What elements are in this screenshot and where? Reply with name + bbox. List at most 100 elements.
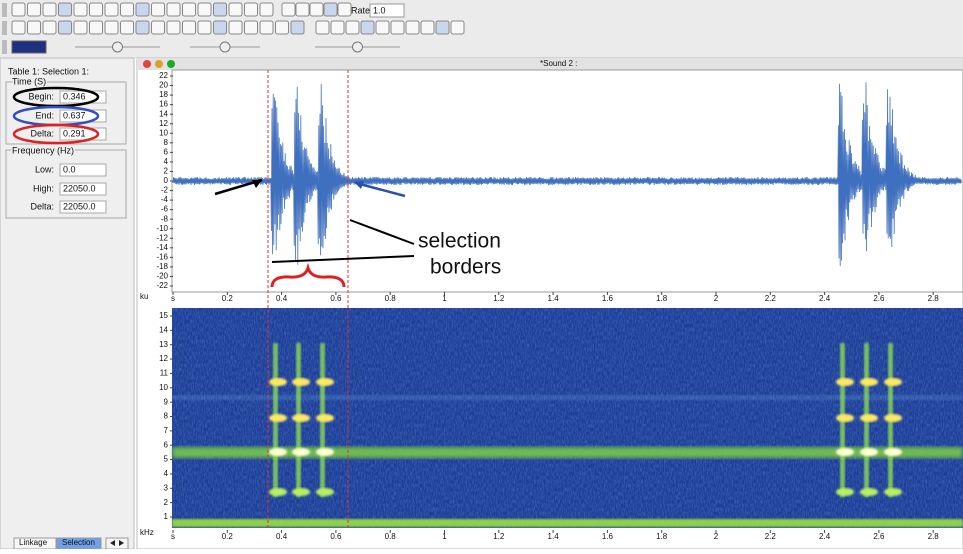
tool-button[interactable] [43,3,56,16]
burst-spot [860,488,878,496]
slider-knob[interactable] [353,42,363,52]
rate-value: 1.0 [373,5,386,15]
tool-button[interactable] [406,21,419,34]
tab-scroll[interactable] [106,538,128,549]
tool-button[interactable] [152,21,165,34]
tool-button[interactable] [105,21,118,34]
tool-button[interactable] [260,21,273,34]
tool-button[interactable] [376,21,389,34]
minimize-button[interactable] [155,60,163,68]
burst-spot [316,488,334,496]
burst-spot [860,414,878,422]
x-tick-label: 2 [714,294,719,303]
tool-button[interactable] [43,21,56,34]
burst-spot [884,414,902,422]
tool-button[interactable] [183,21,196,34]
y-tick-label: -4 [161,195,169,204]
x-tick-label: 1 [442,532,447,541]
y-unit: kHz [140,528,154,537]
tool-button[interactable] [152,3,165,16]
burst-spot [860,448,878,456]
y-tick-label: 2 [164,498,169,507]
tool-button[interactable] [260,3,273,16]
x-tick-label: 0.2 [222,532,234,541]
y-tick-label: -6 [161,205,169,214]
grip [2,3,7,17]
zoom-button[interactable] [167,60,175,68]
annotation-text: selection [418,230,501,253]
burst-spot [836,448,854,456]
tool-button[interactable] [136,3,149,16]
group-legend: Frequency (Hz) [12,145,74,155]
tool-button[interactable] [361,21,374,34]
color-map[interactable] [12,41,46,53]
tool-button[interactable] [391,21,404,34]
tool-button[interactable] [136,21,149,34]
x-tick-label: 2.6 [873,294,885,303]
tool-button[interactable] [245,21,258,34]
y-tick-label: 3 [164,483,169,492]
tool-button[interactable] [291,21,304,34]
tool-button[interactable] [167,3,180,16]
tool-button[interactable] [198,21,211,34]
y-tick-label: 14 [159,109,168,118]
field-value: 22050.0 [63,201,96,211]
y-tick-label: -2 [161,186,169,195]
field-value: 0.0 [63,164,76,174]
tool-button[interactable] [198,3,211,16]
y-tick-label: 22 [159,71,168,80]
tool-button[interactable] [121,21,134,34]
tool-button[interactable] [451,21,464,34]
tool-button[interactable] [90,21,103,34]
tool-button[interactable] [245,3,258,16]
field-label: Low: [35,164,54,174]
x-tick-label: 0.6 [330,532,342,541]
tool-button[interactable] [167,21,180,34]
y-tick-label: -12 [156,233,168,242]
burst-spot [836,414,854,422]
slider-knob[interactable] [220,42,230,52]
close-button[interactable] [143,60,151,68]
tool-button[interactable] [316,21,329,34]
burst-spot [884,488,902,496]
y-tick-label: 5 [164,455,169,464]
x-tick-label: s [171,294,175,303]
tool-button[interactable] [331,21,344,34]
tool-button[interactable] [214,3,227,16]
tool-button[interactable] [28,21,41,34]
x-tick-label: 2.2 [765,294,777,303]
burst-spot [292,414,310,422]
tool-button[interactable] [74,21,87,34]
tool-button[interactable] [310,3,323,16]
grip [2,40,7,54]
tool-button[interactable] [296,3,309,16]
tool-button[interactable] [74,3,87,16]
tool-button[interactable] [59,21,72,34]
tool-button[interactable] [338,3,351,16]
tool-button[interactable] [12,3,25,16]
burst-spot [836,378,854,386]
x-tick-label: 0.8 [385,532,397,541]
tool-button[interactable] [121,3,134,16]
tool-button[interactable] [12,21,25,34]
tool-button[interactable] [105,3,118,16]
y-tick-label: 6 [164,147,169,156]
tool-button[interactable] [59,3,72,16]
tool-button[interactable] [346,21,359,34]
y-tick-label: -8 [161,214,169,223]
tool-button[interactable] [421,21,434,34]
tool-button[interactable] [214,21,227,34]
tool-button[interactable] [324,3,337,16]
tool-button[interactable] [90,3,103,16]
tool-button[interactable] [276,21,289,34]
slider-knob[interactable] [113,42,123,52]
burst-spot [884,448,902,456]
x-tick-label: 0.4 [276,294,288,303]
tool-button[interactable] [183,3,196,16]
tool-button[interactable] [28,3,41,16]
y-tick-label: 13 [159,340,168,349]
tool-button[interactable] [229,3,242,16]
tool-button[interactable] [282,3,295,16]
tool-button[interactable] [436,21,449,34]
tool-button[interactable] [229,21,242,34]
